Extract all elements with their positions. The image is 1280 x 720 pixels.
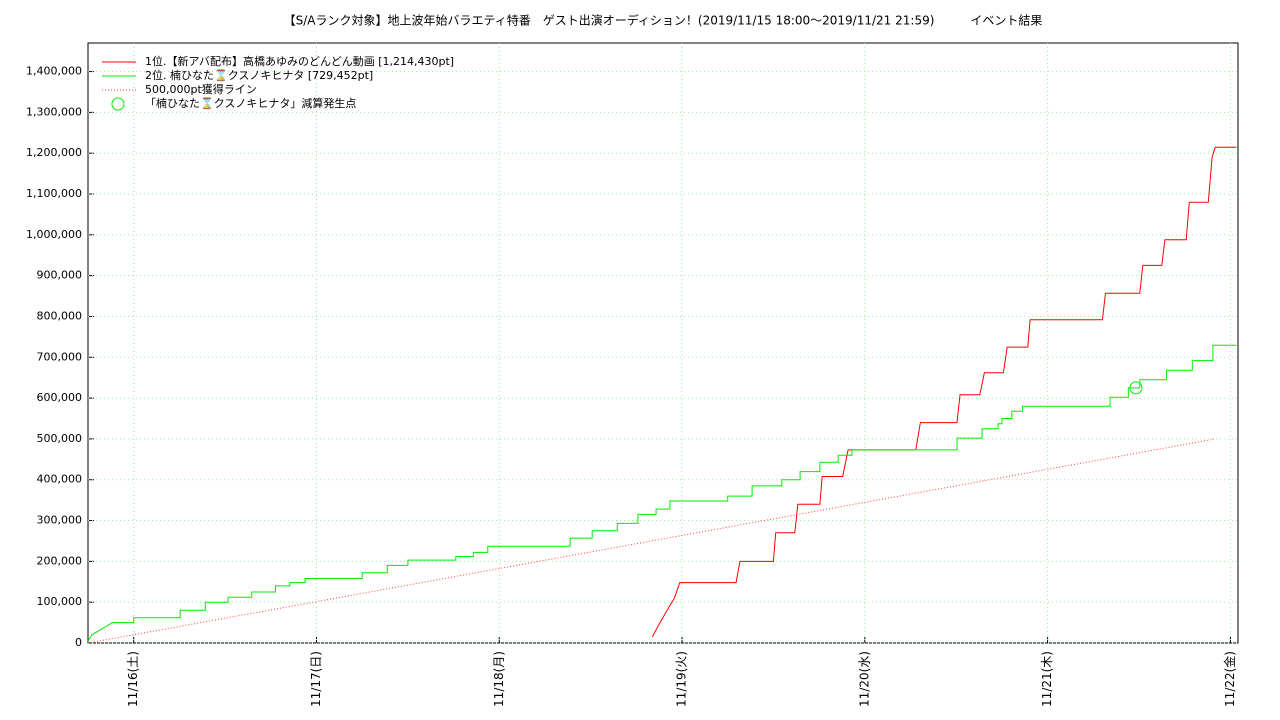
y-tick-label: 0 — [75, 636, 82, 649]
y-tick-label: 900,000 — [37, 269, 83, 282]
y-tick-label: 1,200,000 — [26, 146, 82, 159]
series-line — [651, 146, 1237, 638]
y-tick-label: 1,000,000 — [26, 228, 82, 241]
chart-title: 【S/Aランク対象】地上波年始バラエティ特番 ゲスト出演オーディション！(201… — [284, 13, 1043, 28]
x-tick-label: 11/18(月) — [492, 651, 506, 707]
series-line — [87, 438, 1216, 644]
y-tick-label: 1,100,000 — [26, 187, 82, 200]
legend-label: 500,000pt獲得ライン — [145, 83, 257, 96]
y-tick-label: 400,000 — [37, 473, 83, 486]
marker — [1129, 381, 1143, 395]
y-tick-label: 800,000 — [37, 309, 83, 322]
legend-label: 2位. 楠ひなた⌛クスノキヒナタ [729,452pt] — [145, 68, 373, 82]
y-tick-label: 200,000 — [37, 554, 83, 567]
x-tick-label: 11/19(火) — [675, 651, 689, 707]
plot-frame — [87, 42, 1239, 644]
y-tick-label: 100,000 — [37, 595, 83, 608]
y-tick-label: 700,000 — [37, 350, 83, 363]
series-line — [87, 344, 1237, 642]
x-tick-label: 11/21(木) — [1040, 651, 1054, 707]
y-tick-label: 1,300,000 — [26, 105, 82, 118]
y-tick-label: 300,000 — [37, 514, 83, 527]
y-tick-label: 600,000 — [37, 391, 83, 404]
y-tick-label: 500,000 — [37, 432, 83, 445]
legend-marker — [111, 97, 125, 111]
x-tick-label: 11/16(土) — [126, 651, 140, 707]
legend-label: 1位.【新アバ配布】高橋あゆみのどんどん動画 [1,214,430pt] — [145, 54, 454, 68]
x-tick-label: 11/20(水) — [857, 651, 871, 707]
x-tick-label: 11/17(日) — [309, 651, 323, 707]
x-tick-label: 11/22(金) — [1222, 651, 1237, 707]
y-tick-label: 1,400,000 — [26, 65, 82, 78]
legend-label: 「楠ひなた⌛クスノキヒナタ」減算発生点 — [145, 96, 356, 110]
